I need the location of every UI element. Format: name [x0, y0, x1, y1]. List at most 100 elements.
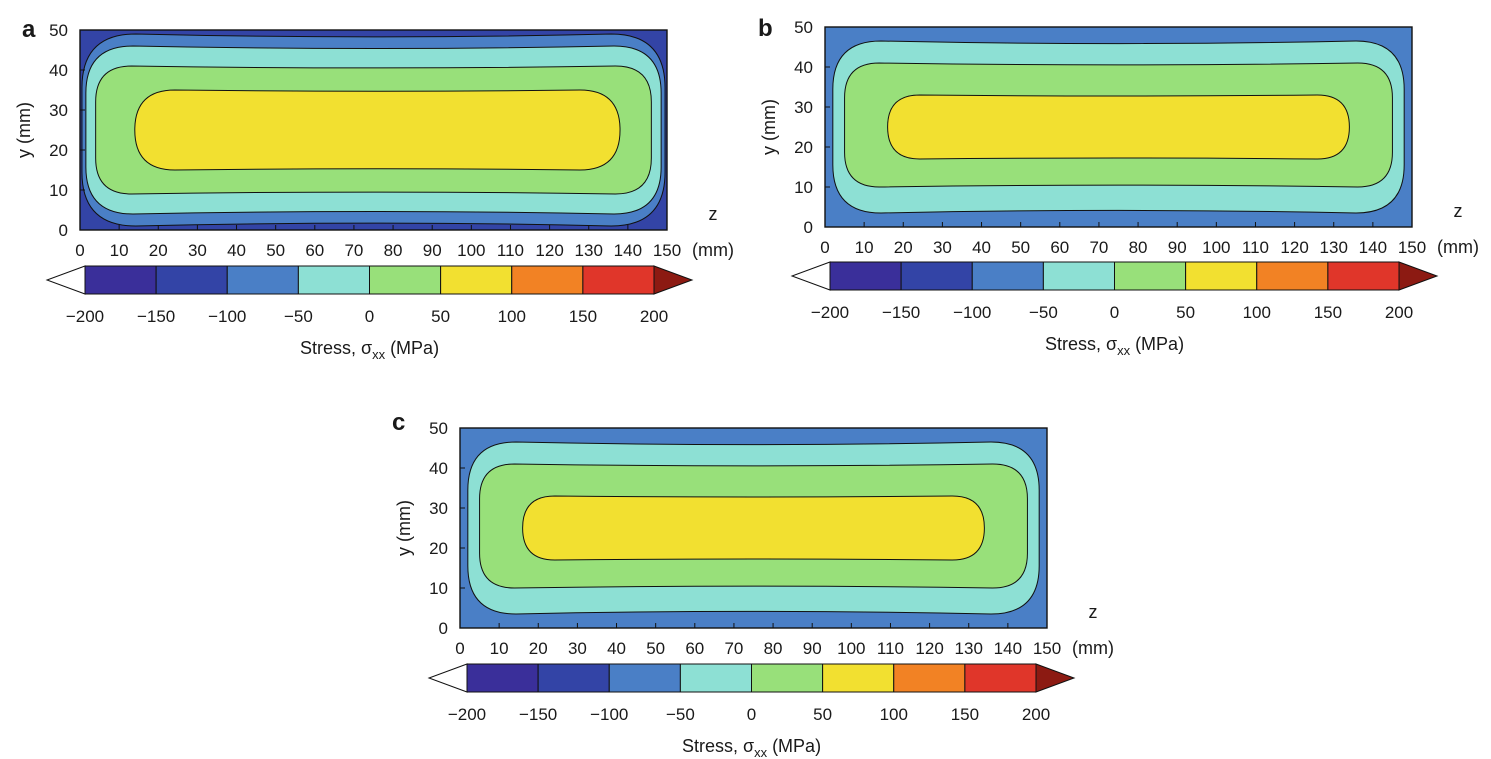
- colorbar-segment: [1256, 261, 1329, 291]
- x-tick-label: 110: [877, 639, 904, 658]
- colorbar-label-subscript: xx: [1117, 343, 1131, 358]
- panel-c: 0 10 20 30 40 50 60 70 80 90 100 110 120 130 140 150010…: [392, 409, 1114, 759]
- colorbar-tick-label: −200: [448, 705, 486, 724]
- colorbar-segment: [582, 265, 655, 295]
- colorbar-label-prefix: Stress, σ: [682, 736, 754, 756]
- x-tick-label: 0: [455, 639, 464, 658]
- colorbar-label-subscript: xx: [754, 745, 768, 759]
- colorbar-segment: [964, 663, 1037, 693]
- x-tick-label: 30: [568, 639, 587, 658]
- x-axis-unit: (mm): [692, 240, 734, 260]
- colorbar-tick-label: 100: [880, 705, 908, 724]
- x-tick-label: 50: [1011, 238, 1030, 257]
- colorbar-tick-label: 0: [365, 307, 374, 326]
- x-tick-label: 30: [188, 241, 207, 260]
- colorbar-over-arrow: [653, 265, 694, 295]
- y-tick-label: 20: [794, 138, 813, 157]
- colorbar-label-suffix: (MPa): [385, 338, 439, 358]
- x-tick-label: 40: [607, 639, 626, 658]
- colorbar-segment: [829, 261, 902, 291]
- colorbar-segment: [900, 261, 973, 291]
- colorbar-tick-label: 50: [1176, 303, 1195, 322]
- colorbar-tick-label: 200: [1022, 705, 1050, 724]
- x-tick-label: 70: [724, 639, 743, 658]
- colorbar-segment: [297, 265, 370, 295]
- colorbar-segment: [679, 663, 752, 693]
- x-tick-label: 110: [497, 241, 524, 260]
- x-tick-label: 60: [1050, 238, 1069, 257]
- colorbar-label-suffix: (MPa): [767, 736, 821, 756]
- x-tick-label: 130: [575, 241, 603, 260]
- colorbar-label: Stress, σxx (MPa): [682, 736, 821, 759]
- y-tick-label: 40: [429, 459, 448, 478]
- y-tick-label: 0: [59, 221, 68, 240]
- colorbar-segment: [440, 265, 513, 295]
- contour-region: [522, 495, 985, 561]
- x-tick-label: 0: [820, 238, 829, 257]
- colorbar-tick-label: 50: [813, 705, 832, 724]
- x-tick-label: 10: [855, 238, 874, 257]
- x-tick-label: 150: [1398, 238, 1426, 257]
- colorbar-label: Stress, σxx (MPa): [300, 338, 439, 362]
- x-tick-label: 30: [933, 238, 952, 257]
- colorbar-segment: [1114, 261, 1187, 291]
- x-tick-label: 70: [344, 241, 363, 260]
- x-tick-label: 90: [1168, 238, 1187, 257]
- plot-frame: [79, 29, 668, 231]
- x-tick-label: 50: [646, 639, 665, 658]
- plot-frame: [824, 26, 1413, 228]
- colorbar-segment: [608, 663, 681, 693]
- colorbar-tick-label: −150: [137, 307, 175, 326]
- colorbar-segment: [1042, 261, 1115, 291]
- colorbar-label-suffix: (MPa): [1130, 334, 1184, 354]
- panel-label: a: [22, 16, 36, 43]
- panel-label: c: [392, 409, 405, 436]
- colorbar-label-subscript: xx: [372, 347, 386, 362]
- y-tick-label: 20: [429, 539, 448, 558]
- x-tick-label: 120: [535, 241, 563, 260]
- y-tick-label: 10: [429, 579, 448, 598]
- x-tick-label: 120: [1280, 238, 1308, 257]
- colorbar-segment: [537, 663, 610, 693]
- colorbar-under-arrow: [45, 265, 86, 295]
- colorbar-tick-label: −50: [666, 705, 695, 724]
- x-tick-label: 100: [1202, 238, 1230, 257]
- y-tick-label: 10: [794, 178, 813, 197]
- x-axis-unit: (mm): [1437, 237, 1479, 257]
- y-axis-label: y (mm): [14, 102, 34, 158]
- colorbar-tick-label: −50: [284, 307, 313, 326]
- x-tick-label: 10: [490, 639, 509, 658]
- y-tick-label: 0: [804, 218, 813, 237]
- colorbar-under-arrow: [790, 261, 831, 291]
- y-axis-label: y (mm): [759, 99, 779, 155]
- colorbar-tick-label: 150: [951, 705, 979, 724]
- colorbar-tick-label: 200: [1385, 303, 1413, 322]
- contour-region: [134, 89, 621, 171]
- contour-plot-area: [80, 30, 667, 230]
- x-tick-label: 100: [837, 639, 865, 658]
- y-tick-label: 40: [794, 58, 813, 77]
- colorbar-tick-label: −100: [208, 307, 246, 326]
- x-tick-label: 70: [1089, 238, 1108, 257]
- colorbar-over-arrow: [1035, 663, 1076, 693]
- colorbar-segment: [971, 261, 1044, 291]
- plot-frame: [459, 427, 1048, 629]
- colorbar-segment: [1185, 261, 1258, 291]
- colorbar-segment: [84, 265, 157, 295]
- contour-plot-area: [825, 27, 1412, 227]
- colorbar-tick-label: 100: [498, 307, 526, 326]
- colorbar-tick-label: 50: [431, 307, 450, 326]
- x-tick-label: 40: [227, 241, 246, 260]
- y-tick-label: 0: [439, 619, 448, 638]
- x-tick-label: 80: [1129, 238, 1148, 257]
- colorbar-segment: [1327, 261, 1400, 291]
- colorbar-segment: [155, 265, 228, 295]
- y-tick-label: 30: [794, 98, 813, 117]
- panel-label: b: [758, 15, 773, 42]
- y-tick-label: 30: [429, 499, 448, 518]
- colorbar-tick-label: −100: [590, 705, 628, 724]
- x-tick-label: 120: [915, 639, 943, 658]
- y-tick-label: 50: [429, 419, 448, 438]
- x-tick-label: 60: [685, 639, 704, 658]
